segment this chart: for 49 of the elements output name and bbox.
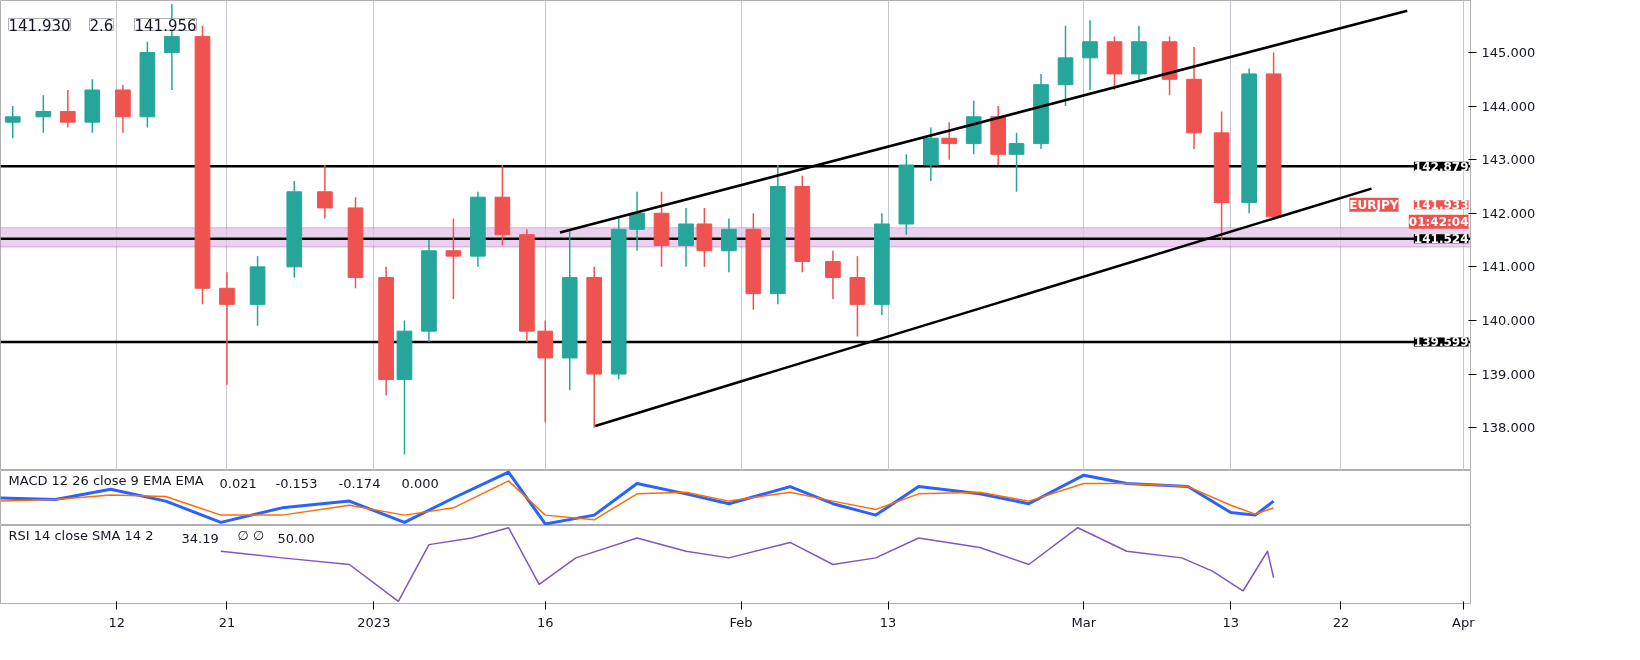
x-tick-label: Feb xyxy=(729,614,753,630)
y-tick-label: 138.000 xyxy=(1481,420,1536,436)
annotation: -0.174 xyxy=(338,475,381,491)
chart-title: MACD 12 26 close 9 EMA EMA xyxy=(8,472,204,488)
candlestick xyxy=(721,217,737,273)
x-tick-label: 13 xyxy=(1222,614,1240,630)
x-tick-label: 16 xyxy=(536,614,554,630)
candlestick xyxy=(59,89,76,129)
y-tick-label: 139.000 xyxy=(1481,366,1536,382)
x-tick-label: 13 xyxy=(879,614,897,630)
candlestick xyxy=(629,191,645,252)
y-tick-label: 141.000 xyxy=(1481,259,1536,275)
candlestick xyxy=(678,207,694,268)
y-tick-label: 142.000 xyxy=(1481,205,1536,221)
y-tick-label: 140.000 xyxy=(1481,312,1536,328)
candlestick xyxy=(35,94,52,134)
candlestick xyxy=(1008,132,1025,193)
x-tick-label: 22 xyxy=(1332,614,1350,630)
annotation: 01:42:04 xyxy=(1408,214,1469,229)
y-tick-label: 145.000 xyxy=(1481,44,1536,60)
annotation: 141.956 xyxy=(134,16,197,35)
candlestick xyxy=(4,105,21,139)
ref-line-label: 141.524 xyxy=(1413,232,1469,247)
annotation: ∅ ∅ xyxy=(237,527,265,543)
annotation: 2.6 xyxy=(89,16,114,35)
annotation: 50.00 xyxy=(277,530,315,546)
annotation: 0.021 xyxy=(219,475,257,491)
annotation: 141.933 xyxy=(1413,198,1469,213)
y-tick-label: 144.000 xyxy=(1481,98,1536,114)
x-tick-label: Apr xyxy=(1452,614,1476,630)
annotation: 34.19 xyxy=(181,530,219,546)
chart-title: RSI 14 close SMA 14 2 xyxy=(8,527,154,543)
x-tick-label: Mar xyxy=(1071,614,1097,630)
annotation: -0.153 xyxy=(275,475,318,491)
ref-line-label: 139.599 xyxy=(1413,335,1469,350)
annotation: 141.930 xyxy=(8,16,71,35)
x-tick-label: 12 xyxy=(108,614,126,630)
candlestick xyxy=(219,271,235,386)
candlestick xyxy=(941,121,958,161)
candlestick xyxy=(825,250,841,300)
candlestick xyxy=(1082,19,1098,91)
ref-line-label: 142.879 xyxy=(1413,159,1469,174)
candlestick xyxy=(317,164,333,220)
annotation: EURJPY xyxy=(1349,197,1399,212)
x-tick-label: 2023 xyxy=(357,614,391,630)
candlestick xyxy=(445,217,462,300)
y-tick-label: 143.000 xyxy=(1481,152,1536,168)
x-tick-label: 21 xyxy=(218,614,236,630)
annotation: 0.000 xyxy=(401,475,439,491)
